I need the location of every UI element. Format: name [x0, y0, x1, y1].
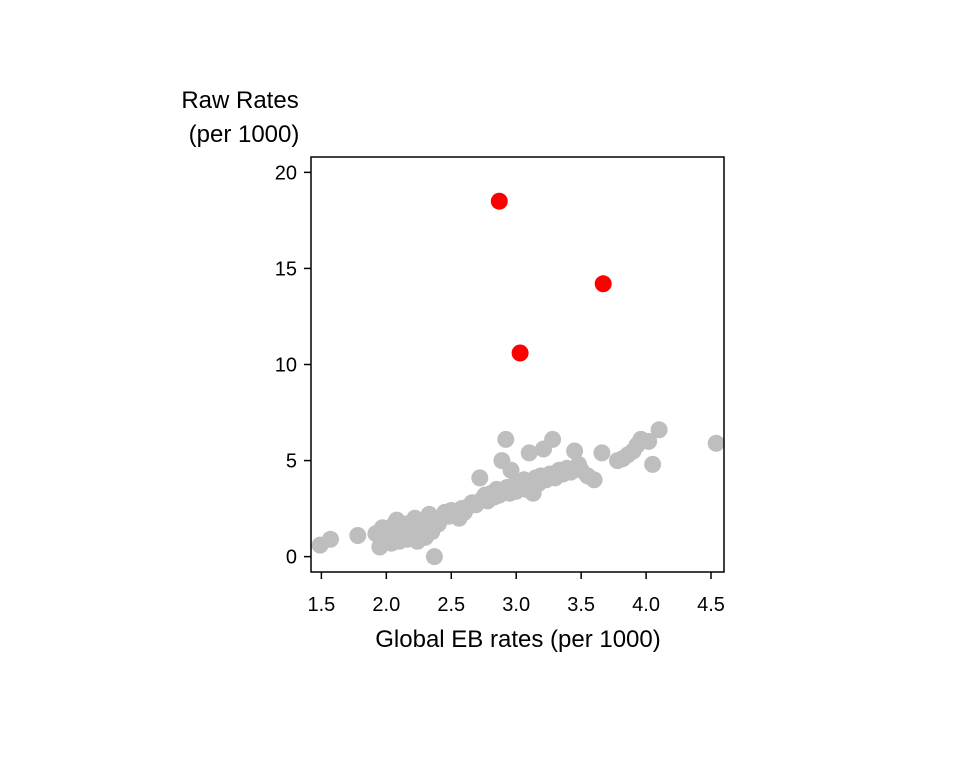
data-point	[640, 432, 658, 450]
y-axis-ticks: 0 5 10 15 20	[275, 162, 311, 569]
y-axis-label-line1: Raw Rates	[181, 87, 298, 114]
outlier-point	[490, 192, 508, 210]
data-point	[322, 530, 339, 548]
y-tick-label: 15	[275, 258, 297, 280]
data-point	[544, 430, 562, 448]
outlier-point	[594, 275, 612, 293]
data-point	[593, 444, 611, 462]
x-tick-label: 2.5	[437, 594, 465, 616]
data-point	[707, 434, 725, 452]
x-tick-label: 4.5	[697, 594, 725, 616]
outlier-point	[511, 344, 529, 362]
x-tick-label: 2.0	[372, 594, 400, 616]
data-point	[585, 471, 603, 489]
x-axis-ticks: 1.5 2.0 2.5 3.0 3.5 4.0 4.5	[307, 572, 725, 616]
y-tick-label: 20	[275, 162, 297, 184]
data-point	[471, 469, 489, 487]
x-tick-label: 3.0	[502, 594, 530, 616]
x-tick-label: 3.5	[567, 594, 595, 616]
data-point	[349, 527, 367, 544]
data-point	[644, 455, 662, 473]
x-tick-label: 1.5	[307, 594, 335, 616]
data-point	[497, 430, 515, 448]
y-tick-label: 5	[286, 451, 297, 473]
x-tick-label: 4.0	[632, 594, 660, 616]
y-tick-label: 0	[286, 547, 297, 569]
y-axis-label-line2: (per 1000)	[189, 121, 300, 148]
y-tick-label: 10	[275, 355, 297, 377]
data-point	[520, 444, 538, 462]
data-point	[650, 421, 668, 439]
data-point	[425, 548, 443, 566]
data-point	[566, 442, 584, 460]
data-point	[502, 461, 520, 479]
x-axis-label: Global EB rates (per 1000)	[375, 626, 660, 653]
data-points	[311, 192, 725, 566]
